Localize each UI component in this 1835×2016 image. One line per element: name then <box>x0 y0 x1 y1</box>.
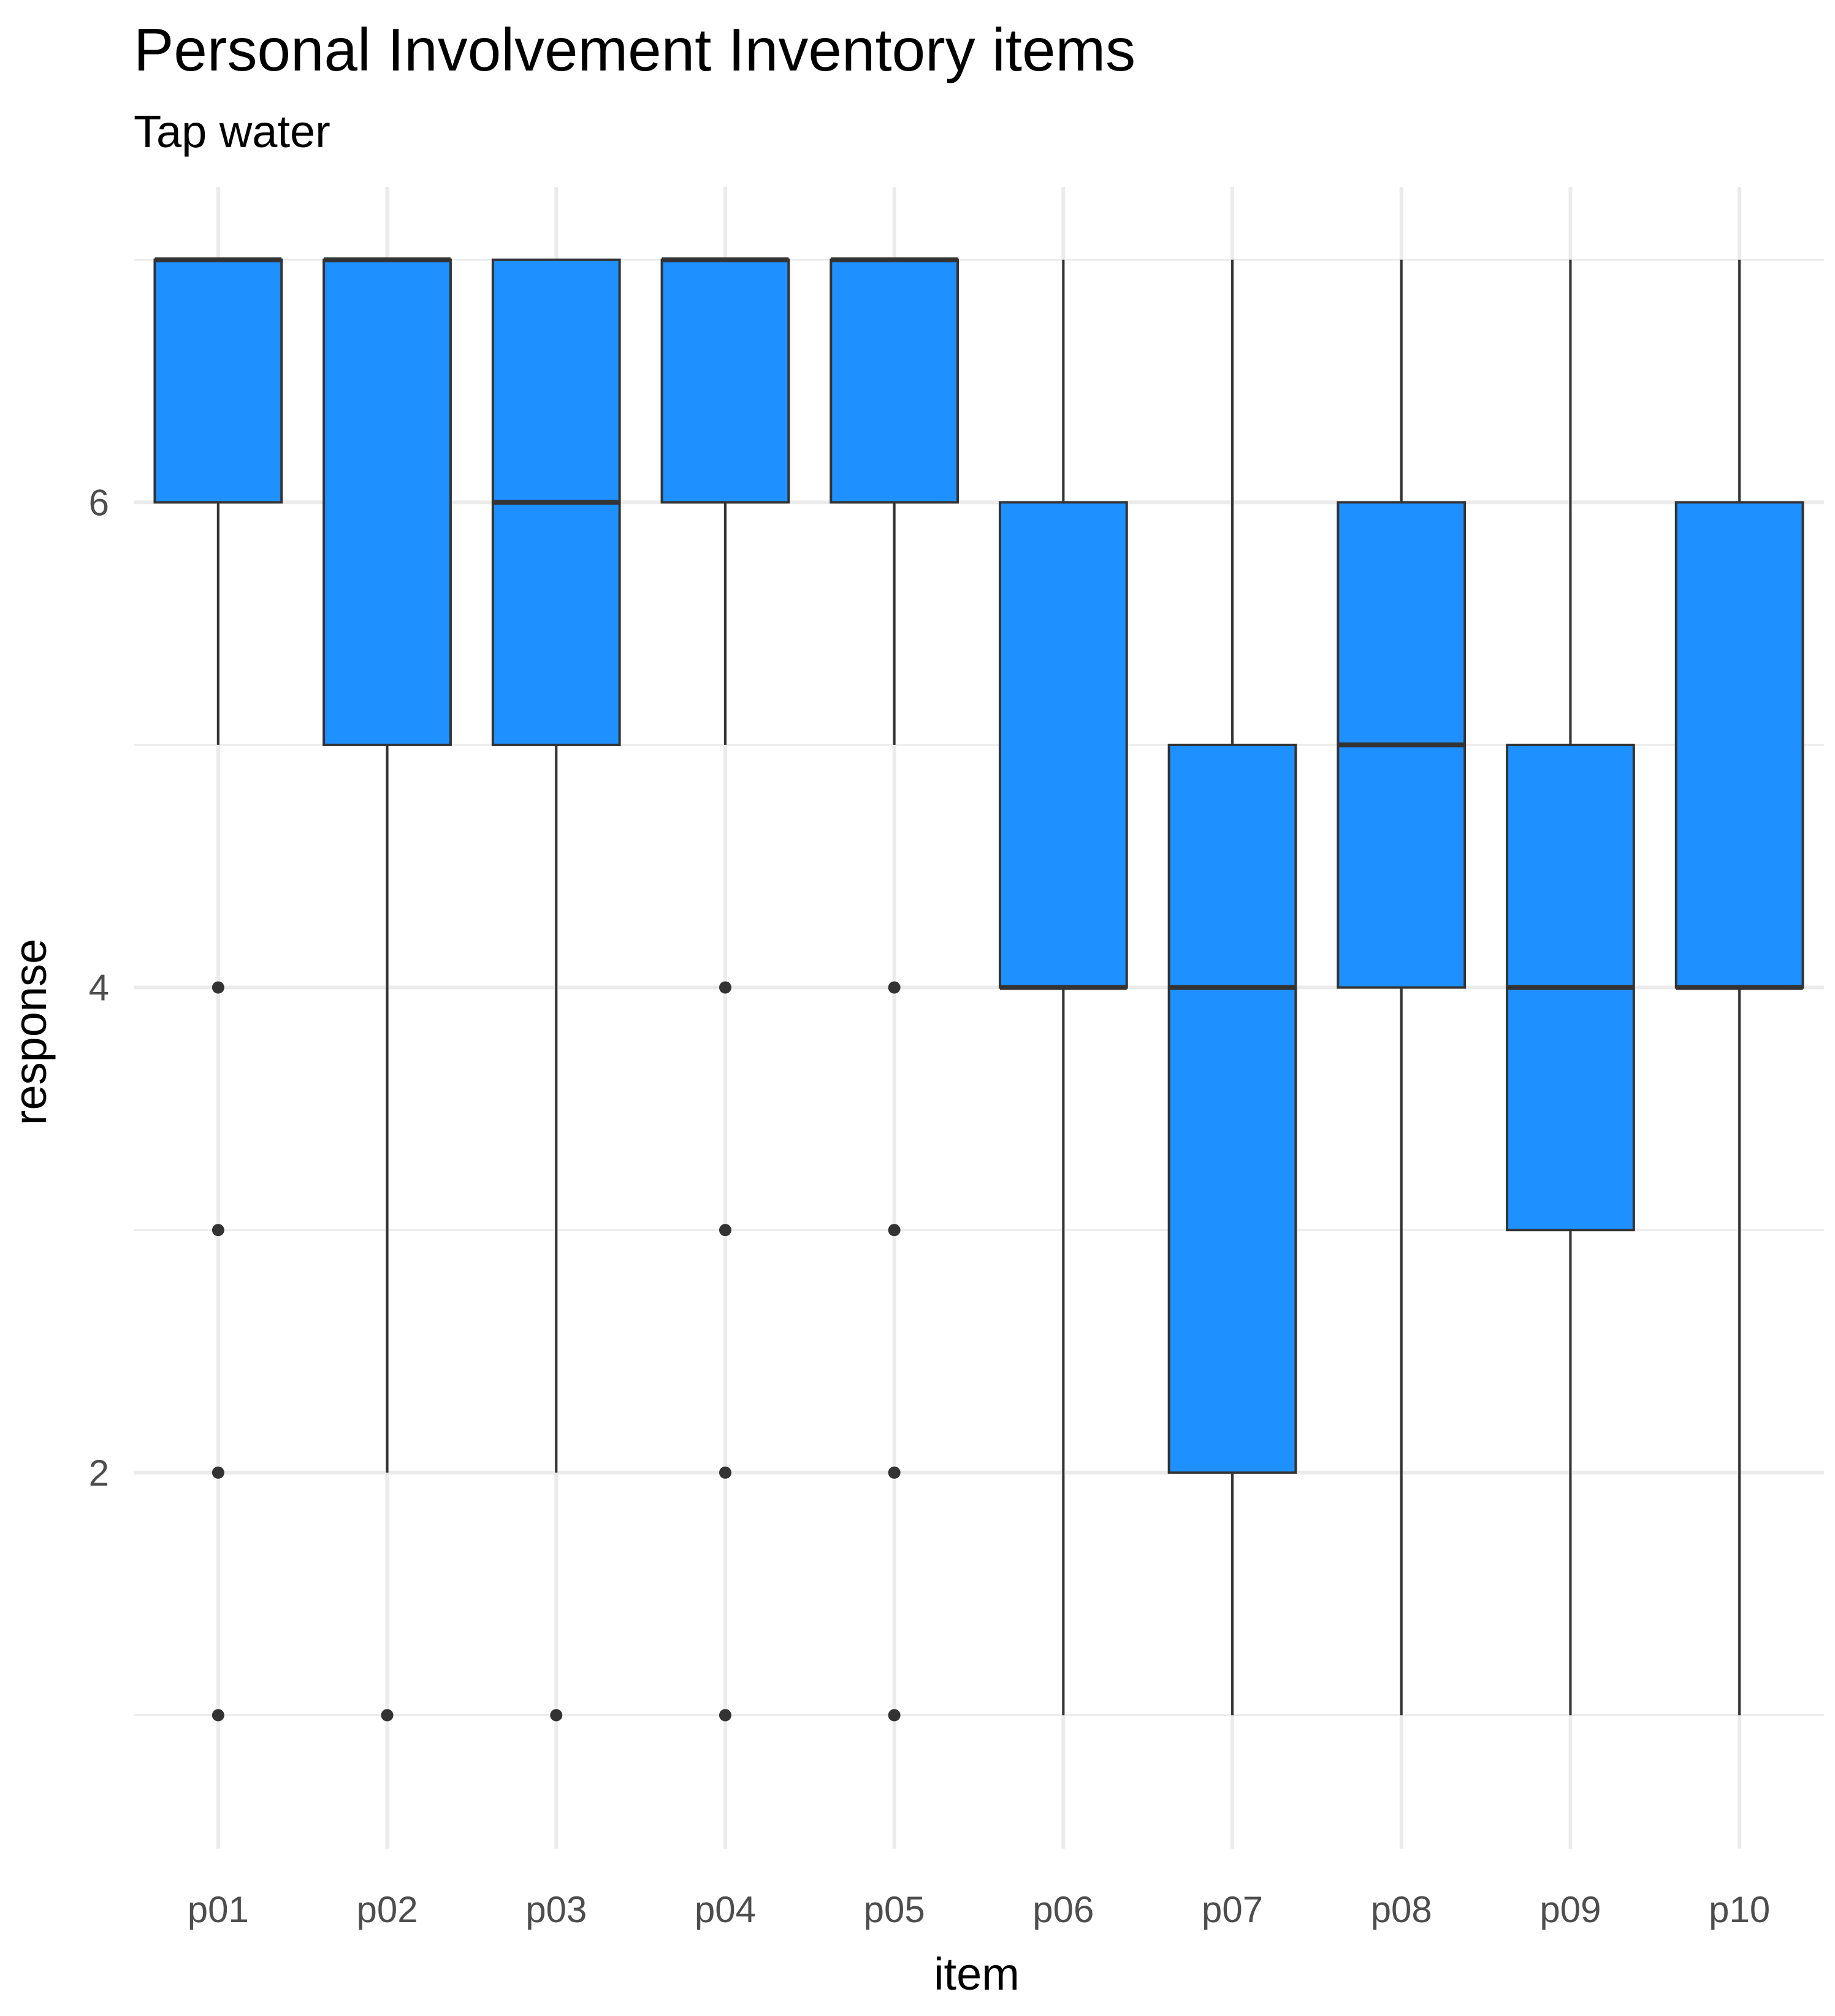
box-body <box>1674 501 1804 989</box>
outlier-point <box>719 1466 731 1479</box>
chart-title: Personal Involvement Inventory items <box>134 16 1135 83</box>
x-tick-labels: p01 p02 p03 p04 p05 p06 p07 p08 p09 p10 <box>188 1889 1770 1930</box>
outlier-point <box>212 1709 224 1722</box>
chart-subtitle: Tap water <box>134 106 330 157</box>
x-tick-label: p09 <box>1539 1889 1601 1930</box>
box-p04 <box>660 257 790 1722</box>
box-p10 <box>1674 259 1804 1716</box>
boxes <box>153 257 1804 1722</box>
outlier-point <box>888 1466 901 1479</box>
x-tick-label: p07 <box>1202 1889 1263 1930</box>
outlier-point <box>719 1709 731 1722</box>
y-axis-title: response <box>5 939 56 1125</box>
x-tick-label: p01 <box>188 1889 249 1930</box>
outlier-point <box>212 981 224 994</box>
outlier-point <box>719 981 731 994</box>
x-tick-label: p10 <box>1709 1889 1770 1930</box>
outlier-point <box>381 1709 394 1722</box>
outlier-point <box>212 1224 224 1237</box>
box-p06 <box>998 259 1128 1716</box>
outlier-point <box>888 1709 901 1722</box>
box-p03 <box>491 258 621 1722</box>
x-tick-label: p06 <box>1032 1889 1094 1930</box>
box-body <box>1167 743 1297 1474</box>
x-tick-label: p04 <box>695 1889 756 1930</box>
box-body <box>153 258 283 504</box>
y-tick-label: 6 <box>89 482 109 523</box>
box-p05 <box>830 257 959 1722</box>
y-tick-label: 2 <box>89 1453 109 1494</box>
x-tick-label: p08 <box>1371 1889 1432 1930</box>
outlier-point <box>212 1466 224 1479</box>
y-tick-labels: 2 4 6 <box>89 482 109 1493</box>
box-p07 <box>1167 259 1297 1716</box>
box-p02 <box>322 257 452 1722</box>
outlier-point <box>888 1224 901 1237</box>
box-p08 <box>1337 259 1467 1716</box>
x-axis-title: item <box>934 1949 1020 1999</box>
x-tick-label: p03 <box>525 1889 587 1930</box>
box-body <box>660 258 790 504</box>
outlier-point <box>719 1224 731 1237</box>
box-body <box>998 501 1128 989</box>
y-tick-label: 4 <box>89 968 109 1009</box>
x-tick-label: p02 <box>356 1889 418 1930</box>
box-p01 <box>153 257 283 1722</box>
box-p09 <box>1506 259 1635 1716</box>
box-body <box>830 258 959 504</box>
box-body <box>322 258 452 746</box>
outlier-point <box>888 981 901 994</box>
x-tick-label: p05 <box>864 1889 925 1930</box>
outlier-point <box>550 1709 563 1722</box>
